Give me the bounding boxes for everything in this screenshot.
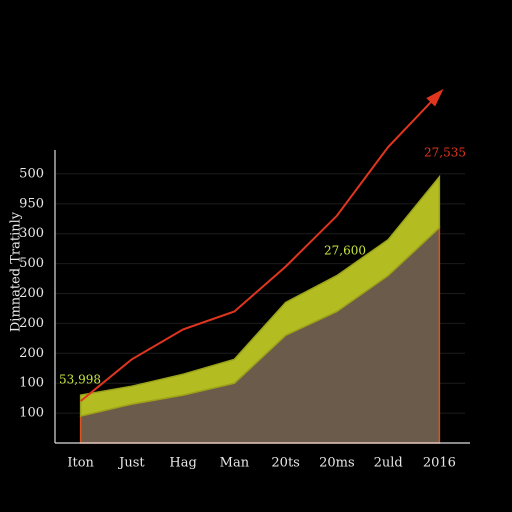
arrow-head — [426, 88, 444, 107]
y-tick-label: 950 — [19, 196, 44, 211]
x-tick-label: Man — [220, 456, 250, 471]
area — [79, 174, 441, 418]
y-tick-label: 100 — [19, 406, 44, 421]
x-tick-label: 2uld — [374, 456, 403, 471]
y-tick-label: 500 — [19, 256, 44, 271]
x-tick-label: Iton — [67, 456, 94, 471]
annotation: 27,600 — [324, 244, 366, 258]
x-tick-label: 2016 — [423, 456, 456, 471]
y-axis-label: Dimnated Tratinly — [9, 211, 24, 332]
y-tick-label: 300 — [19, 226, 44, 241]
annotation: 53,998 — [59, 373, 101, 387]
y-tick-label: 200 — [19, 346, 44, 361]
x-tick-label: Just — [117, 456, 145, 471]
y-tick-label: 100 — [19, 376, 44, 391]
y-tick-label: 200 — [19, 316, 44, 331]
x-tick-label: Hag — [169, 456, 196, 471]
line — [79, 92, 441, 402]
annotation: 27,535 — [424, 146, 466, 160]
x-tick-label: 20ms — [319, 456, 355, 471]
y-tick-label: 500 — [19, 166, 44, 181]
y-tick-label: 200 — [19, 286, 44, 301]
x-tick-label: 20ts — [271, 456, 299, 471]
